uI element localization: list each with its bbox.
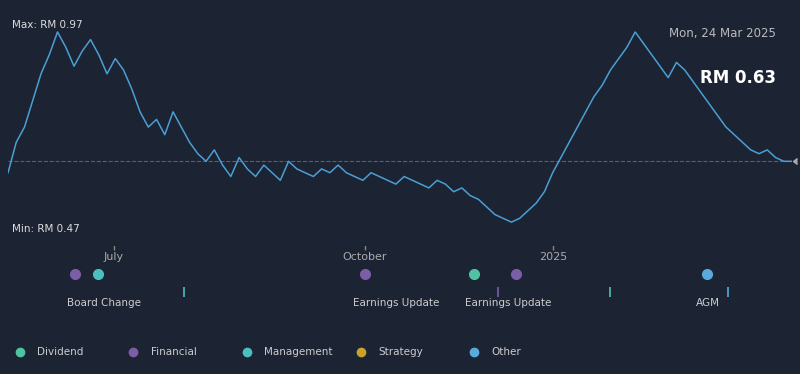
Text: Financial: Financial — [150, 347, 197, 358]
Text: RM 0.63: RM 0.63 — [700, 69, 776, 87]
Text: Mon, 24 Mar 2025: Mon, 24 Mar 2025 — [669, 27, 776, 40]
Text: July: July — [104, 252, 124, 263]
Text: Dividend: Dividend — [37, 347, 83, 358]
Text: Earnings Update: Earnings Update — [353, 298, 439, 308]
Text: October: October — [342, 252, 387, 263]
Text: Board Change: Board Change — [67, 298, 141, 308]
Text: Strategy: Strategy — [378, 347, 422, 358]
Text: Management: Management — [264, 347, 333, 358]
Text: Min: RM 0.47: Min: RM 0.47 — [12, 224, 80, 234]
Text: 2025: 2025 — [538, 252, 567, 263]
Text: AGM: AGM — [696, 298, 720, 308]
Text: Earnings Update: Earnings Update — [465, 298, 551, 308]
Text: Other: Other — [492, 347, 522, 358]
Text: Max: RM 0.97: Max: RM 0.97 — [12, 20, 82, 30]
